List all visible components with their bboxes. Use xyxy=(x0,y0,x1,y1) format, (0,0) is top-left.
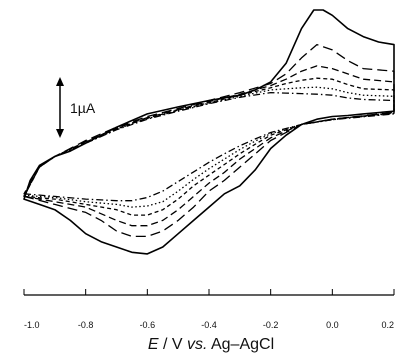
x-tick-label: -1.0 xyxy=(24,320,40,330)
x-tick-label: -0.6 xyxy=(140,320,156,330)
x-axis-ticks: -1.0 -0.8 -0.6 -0.4 -0.2 0.0 0.2 xyxy=(23,289,395,330)
x-axis-title-vs: vs. xyxy=(187,336,207,353)
x-tick-label: -0.4 xyxy=(201,320,217,330)
current-scale-bar: 1µA xyxy=(56,77,96,138)
x-axis-title-symbol: E xyxy=(148,336,159,353)
cv-curve-6 xyxy=(23,91,395,202)
cv-curve-1 xyxy=(23,9,395,255)
scale-bar-arrow-up-icon xyxy=(56,77,64,86)
x-axis-title: E / V vs. Ag–AgCl xyxy=(148,336,274,353)
x-axis-title-reference: Ag–AgCl xyxy=(207,336,274,353)
x-axis-title-unit: / V xyxy=(159,336,187,353)
scale-bar-label: 1µA xyxy=(70,100,96,116)
cv-curve-5 xyxy=(23,86,395,208)
x-tick-label: 0.0 xyxy=(326,320,339,330)
x-tick-label: -0.8 xyxy=(78,320,94,330)
x-tick-label: 0.2 xyxy=(381,320,394,330)
x-tick-label: -0.2 xyxy=(263,320,279,330)
cv-curve-2 xyxy=(23,43,395,238)
voltammogram-curves xyxy=(23,9,395,255)
scale-bar-arrow-down-icon xyxy=(56,129,64,138)
x-axis: -1.0 -0.8 -0.6 -0.4 -0.2 0.0 0.2 E / V vs. Ag–… xyxy=(23,289,395,353)
